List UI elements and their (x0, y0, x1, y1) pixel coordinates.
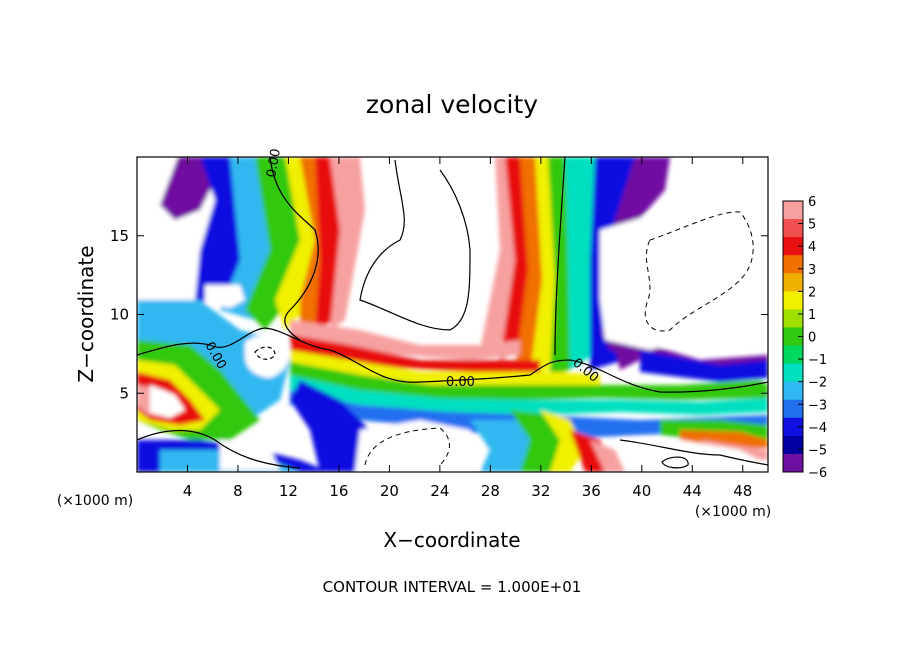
x-tick-label: 24 (430, 482, 449, 500)
y-axis-label: Z−coordinate (74, 245, 98, 382)
colorbar-swatch (783, 435, 803, 455)
hole-left-small (205, 285, 245, 308)
field-layer (137, 157, 768, 472)
colorbar-swatch (783, 309, 803, 328)
band-left-outer (137, 157, 235, 305)
band-mid-red (290, 335, 540, 372)
contour-lines (137, 157, 768, 469)
colorbar-tick-label: 5 (808, 218, 816, 233)
hole-lower-center (355, 420, 480, 472)
contour-zero-main (137, 327, 768, 393)
colorbar: 6 5 4 3 2 1 0 −1 −2 −3 −4 −5 −6 (782, 195, 827, 481)
colorbar-swatch (783, 453, 803, 473)
x-tick-label: 20 (380, 482, 399, 500)
colorbar-tick-label: 3 (808, 263, 816, 278)
colorbar-tick-label: −4 (808, 421, 827, 436)
band-lowcenter-yellow (540, 410, 585, 472)
contour-loop-small (661, 456, 689, 469)
colorbar-tick-label: 1 (808, 308, 816, 323)
y-tick-label: 15 (110, 227, 129, 245)
x-tick-label: 44 (683, 482, 702, 500)
x-axis: 4 8 12 16 20 24 28 32 36 40 44 48 (183, 157, 752, 500)
colorbar-swatch (783, 291, 803, 310)
colorbar-swatch (783, 237, 803, 256)
colorbar-tick-label: −1 (808, 353, 827, 368)
colorbar-swatch (783, 255, 803, 274)
colorbar-tick-label: −2 (808, 376, 827, 391)
x-axis-label: X−coordinate (383, 528, 520, 552)
contour-labels: 0.00 0.00 0.00 0.00 (202, 148, 602, 390)
x-tick-label: 48 (733, 482, 752, 500)
band-lowleft-blue (137, 300, 290, 420)
colorbar-swatch (783, 417, 803, 437)
contour-interval-note: CONTOUR INTERVAL = 1.000E+01 (323, 578, 582, 596)
hole-lower-left (150, 385, 185, 418)
contour-loop-left-oval (254, 346, 276, 360)
contour-label: 0.00 (446, 375, 475, 390)
y-axis: 5 10 15 (110, 227, 768, 402)
contour-neg-lower-center (364, 427, 450, 466)
hole-upper-right (600, 200, 768, 350)
contour-zero-upper-left (269, 157, 319, 341)
colorbar-swatch (783, 201, 803, 220)
y-tick-label: 10 (110, 306, 129, 324)
colorbar-swatch (783, 273, 803, 292)
contour-zero-central (554, 157, 566, 356)
x-tick-label: 28 (481, 482, 500, 500)
band-mid-cyan (290, 375, 768, 415)
y-tick-label: 5 (119, 384, 129, 402)
band-mid-green (290, 362, 768, 400)
colorbar-tick-label: 0 (808, 331, 816, 346)
band-right-blue (640, 350, 768, 382)
hole-left-oval (245, 334, 291, 378)
colorbar-swatch (783, 345, 803, 365)
band-lowright-orange (680, 430, 768, 448)
contour-dashed (364, 211, 754, 466)
x-tick-label: 36 (582, 482, 601, 500)
chart-title: zonal velocity (366, 90, 538, 119)
colorbar-swatch (783, 363, 803, 383)
band-left-violet (160, 157, 215, 220)
contour-loop-lower-right (619, 439, 768, 466)
hole-lower-right (620, 440, 768, 472)
colorbar-tick-label: −3 (808, 398, 827, 413)
band-center-yellow (530, 157, 558, 375)
contour-neg-upper-right (644, 211, 754, 332)
colorbar-tick-label: 6 (808, 195, 816, 210)
band-mid-violet (600, 330, 768, 375)
contour-label: 0.00 (264, 148, 284, 179)
x-tick-label: 40 (632, 482, 651, 500)
colorbar-swatch (783, 219, 803, 238)
contour-zero-lower-left (137, 430, 301, 469)
hole-upper-center (360, 160, 470, 330)
colorbar-swatch (783, 381, 803, 401)
x-tick-label: 12 (279, 482, 298, 500)
x-tick-label: 8 (233, 482, 243, 500)
colorbar-tick-label: −6 (808, 466, 827, 481)
x-left-unit-label: (×1000 m) (57, 493, 133, 509)
x-tick-label: 16 (329, 482, 348, 500)
colorbar-tick-label: −5 (808, 443, 827, 458)
x-tick-label: 4 (183, 482, 193, 500)
band-lowcenter-blue (290, 380, 370, 472)
colorbar-swatch (783, 327, 803, 347)
x-tick-label: 32 (531, 482, 550, 500)
colorbar-swatch (783, 399, 803, 419)
band-lowcenter-pink (590, 440, 625, 472)
x-right-unit-label: (×1000 m) (695, 504, 771, 520)
colorbar-tick-label: 2 (808, 285, 816, 300)
contour-loop-upper-center (359, 159, 471, 331)
colorbar-tick-label: 4 (808, 240, 816, 255)
band-left-pink (330, 157, 365, 330)
